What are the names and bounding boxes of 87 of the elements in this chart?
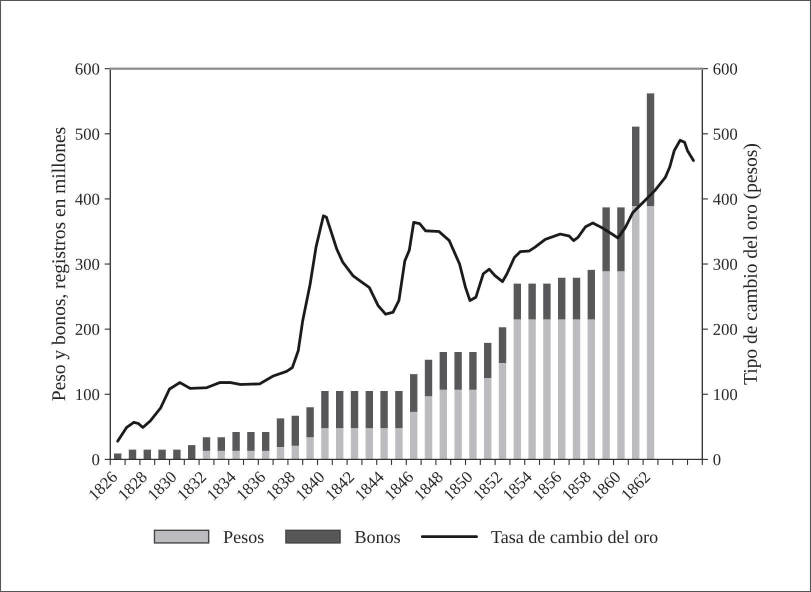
bar xyxy=(395,428,403,460)
bar xyxy=(440,352,448,390)
y2-tick-label: 200 xyxy=(713,324,738,336)
bar xyxy=(424,396,432,460)
bar xyxy=(158,450,166,460)
bar xyxy=(292,446,300,460)
bar xyxy=(617,271,625,460)
bar xyxy=(350,428,358,460)
line-series xyxy=(116,138,695,443)
bar xyxy=(247,450,255,460)
bar xyxy=(424,360,432,396)
bar xyxy=(262,432,270,451)
y2-tick-label: 0 xyxy=(713,454,720,466)
bar xyxy=(632,126,640,206)
bar xyxy=(484,342,492,378)
bar xyxy=(144,450,151,460)
y-tick-label: 400 xyxy=(75,194,100,205)
legend-label: Tasa de cambio del oro xyxy=(491,530,658,544)
bar xyxy=(514,284,522,320)
legend-label: Pesos xyxy=(224,531,264,544)
bar xyxy=(292,416,300,446)
y2-tick-label: 500 xyxy=(714,128,738,140)
bar xyxy=(484,378,492,460)
bar xyxy=(321,428,329,460)
bar xyxy=(188,445,196,460)
bar xyxy=(276,447,284,460)
bar xyxy=(454,352,462,390)
bar xyxy=(632,206,640,460)
bar xyxy=(617,207,625,272)
bar xyxy=(247,432,255,451)
y-tick-label: 200 xyxy=(76,324,100,336)
bar xyxy=(380,428,388,460)
bar xyxy=(514,319,522,460)
bar xyxy=(232,432,240,451)
bar xyxy=(498,363,506,460)
bar xyxy=(410,412,418,460)
bar xyxy=(588,319,596,460)
bar xyxy=(602,271,610,460)
bar xyxy=(276,418,284,448)
bar xyxy=(572,319,580,460)
bar xyxy=(114,454,122,460)
bar xyxy=(410,374,418,412)
y-axis-title: Peso y bonos, registros en millones xyxy=(52,128,70,401)
bar xyxy=(173,450,181,460)
y2-tick-label: 100 xyxy=(714,388,738,400)
y-tick-label: 300 xyxy=(76,258,100,270)
bar xyxy=(528,284,536,320)
bar xyxy=(321,391,329,428)
bar xyxy=(646,206,654,460)
bar xyxy=(306,407,314,438)
bar xyxy=(232,450,240,460)
bar xyxy=(350,391,358,428)
bar xyxy=(218,450,225,460)
legend-label: Bonos xyxy=(355,531,400,544)
bar xyxy=(380,391,388,428)
bar xyxy=(128,450,136,460)
bar xyxy=(558,278,566,320)
bar xyxy=(366,391,374,428)
bar xyxy=(336,428,344,460)
bar xyxy=(202,437,210,451)
bar xyxy=(543,284,551,320)
bar xyxy=(440,390,448,460)
bar xyxy=(646,93,654,206)
y2-tick-label: 600 xyxy=(713,63,738,75)
y2-tick-label: 300 xyxy=(714,258,738,270)
bar xyxy=(602,207,610,272)
bar xyxy=(366,428,374,460)
y-tick-label: 500 xyxy=(76,128,100,140)
y-tick-label: 0 xyxy=(92,454,100,466)
bar xyxy=(558,319,566,460)
y2-axis-title: Tipo de cambio del oro (pesos) xyxy=(743,144,761,385)
y-tick-label: 100 xyxy=(76,388,100,400)
bar xyxy=(469,390,477,460)
bar xyxy=(306,437,314,460)
bar xyxy=(336,391,344,428)
bar xyxy=(218,437,225,451)
bar xyxy=(395,391,403,428)
y-tick-label: 600 xyxy=(76,63,100,75)
bar xyxy=(469,352,477,390)
bar xyxy=(543,319,551,460)
bar xyxy=(588,270,596,320)
bar xyxy=(262,450,270,460)
bar xyxy=(528,319,536,460)
y2-tick-label: 400 xyxy=(713,194,738,205)
bar xyxy=(498,327,506,364)
bar xyxy=(454,390,462,460)
bar xyxy=(572,278,580,320)
